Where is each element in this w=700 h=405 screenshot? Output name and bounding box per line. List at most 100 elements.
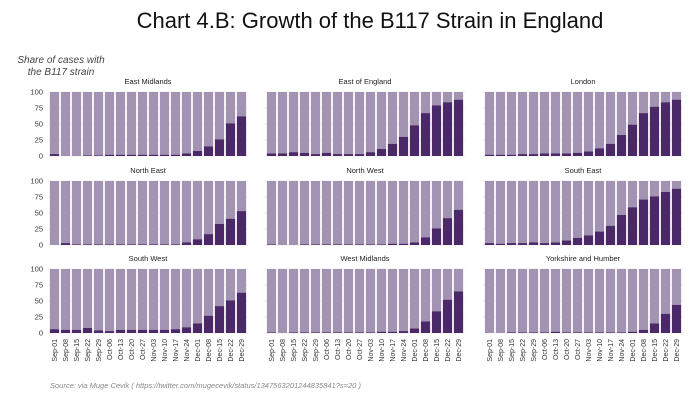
x-tick-label: Nov-17: [173, 339, 180, 362]
bar-b117-Sep-01: [266, 332, 277, 333]
bar-other-Dec-01: [192, 92, 203, 151]
bar-other-Nov-03: [148, 269, 159, 330]
bar-b117-Dec-01: [192, 150, 203, 156]
bar-b117-Oct-20: [561, 332, 572, 333]
bar-b117-Dec-22: [660, 191, 671, 245]
bar-other-Sep-29: [310, 181, 321, 245]
bar-other-Oct-06: [321, 269, 332, 333]
y-tick-label: 0: [39, 241, 43, 250]
bar-other-Sep-29: [93, 269, 104, 331]
bar-other-Sep-22: [299, 269, 310, 333]
x-tick-label: Sep-08: [280, 339, 287, 362]
panel-east-of-england: East of England: [264, 77, 466, 157]
bar-other-Oct-13: [550, 181, 561, 243]
x-tick-label: Dec-22: [228, 339, 235, 362]
x-tick-label: Nov-24: [619, 339, 626, 362]
bar-b117-Nov-10: [376, 148, 387, 156]
bar-other-Dec-29: [671, 92, 682, 100]
bar-other-Dec-22: [442, 92, 453, 103]
bar-other-Nov-03: [583, 92, 594, 152]
bar-b117-Sep-22: [82, 244, 93, 245]
bar-other-Nov-03: [365, 181, 376, 245]
bar-b117-Sep-22: [82, 155, 93, 156]
bar-other-Dec-08: [203, 92, 214, 147]
bar-other-Oct-20: [561, 92, 572, 154]
bar-other-Nov-17: [387, 269, 398, 332]
y-tick-label: 75: [35, 104, 43, 113]
bar-other-Dec-08: [420, 269, 431, 322]
bar-other-Sep-01: [484, 181, 495, 244]
bar-other-Dec-01: [192, 181, 203, 240]
bar-other-Oct-06: [539, 181, 550, 244]
bar-b117-Nov-10: [594, 148, 605, 156]
bar-b117-Dec-29: [453, 209, 464, 245]
bar-b117-Oct-06: [539, 332, 550, 333]
bar-b117-Nov-24: [616, 214, 627, 245]
bar-other-Oct-06: [104, 269, 115, 332]
bar-b117-Oct-20: [561, 240, 572, 245]
bar-other-Oct-06: [321, 92, 332, 153]
bar-b117-Nov-03: [148, 244, 159, 245]
bar-b117-Sep-29: [310, 154, 321, 156]
bar-b117-Dec-08: [420, 113, 431, 156]
bar-other-Dec-15: [214, 269, 225, 307]
bar-b117-Sep-15: [506, 332, 517, 333]
bar-other-Nov-17: [170, 269, 181, 330]
bar-other-Nov-24: [181, 181, 192, 243]
bar-b117-Nov-17: [605, 332, 616, 333]
bar-other-Nov-24: [181, 92, 192, 154]
x-tick-label: Oct-13: [118, 339, 125, 360]
bar-other-Oct-27: [572, 181, 583, 238]
panel-east-midlands: East Midlands 0 25 50 75 100: [30, 77, 249, 161]
bar-b117-Dec-08: [203, 315, 214, 333]
bar-b117-Oct-27: [354, 244, 365, 245]
bar-b117-Dec-15: [214, 139, 225, 156]
bar-other-Nov-17: [387, 181, 398, 244]
bar-b117-Oct-20: [126, 244, 137, 245]
bar-b117-Oct-13: [115, 154, 126, 156]
bar-other-Oct-27: [354, 269, 365, 333]
x-tick-label: Dec-08: [206, 339, 213, 362]
bar-b117-Dec-08: [203, 146, 214, 156]
bar-other-Dec-22: [660, 181, 671, 192]
bar-other-Dec-01: [409, 269, 420, 329]
bar-other-Sep-15: [506, 92, 517, 155]
bar-other-Nov-10: [594, 269, 605, 333]
bar-b117-Nov-17: [387, 243, 398, 245]
bar-b117-Sep-15: [288, 152, 299, 156]
bar-b117-Sep-29: [528, 242, 539, 245]
bar-other-Sep-22: [82, 92, 93, 156]
bar-other-Nov-10: [159, 181, 170, 245]
bar-other-Sep-08: [495, 269, 506, 333]
bar-b117-Nov-03: [583, 235, 594, 245]
bar-b117-Nov-03: [365, 332, 376, 333]
bar-b117-Dec-15: [214, 223, 225, 245]
panel-title: West Midlands: [340, 254, 389, 263]
bar-other-Oct-06: [104, 92, 115, 155]
bar-other-Oct-20: [126, 181, 137, 245]
bar-other-Sep-15: [71, 181, 82, 245]
bar-other-Nov-03: [583, 269, 594, 333]
y-tick-label: 75: [35, 281, 43, 290]
bar-b117-Sep-29: [528, 154, 539, 156]
bar-other-Sep-08: [60, 92, 71, 156]
bar-other-Oct-27: [354, 92, 365, 155]
bar-other-Sep-22: [517, 269, 528, 333]
panel-title: South West: [129, 254, 169, 263]
panel-london: London: [482, 77, 684, 157]
x-tick-label: Oct-06: [107, 339, 114, 360]
x-tick-label: Sep-15: [509, 339, 516, 362]
bar-other-Oct-13: [332, 181, 343, 245]
bar-other-Sep-29: [93, 92, 104, 156]
x-tick-label: Sep-29: [96, 339, 103, 362]
bar-b117-Sep-15: [288, 332, 299, 333]
panel-yorkshire-and-humber: Yorkshire and Humber Sep-01 Sep-08 Sep-15 Se…: [482, 254, 684, 362]
bar-b117-Oct-06: [321, 244, 332, 245]
panel-title: North East: [130, 166, 166, 175]
bar-other-Dec-22: [442, 269, 453, 300]
panel-title: London: [570, 77, 595, 86]
bar-other-Nov-03: [365, 269, 376, 333]
x-tick-label: Dec-08: [641, 339, 648, 362]
bar-other-Dec-22: [660, 269, 671, 314]
x-tick-label: Dec-29: [456, 339, 463, 362]
